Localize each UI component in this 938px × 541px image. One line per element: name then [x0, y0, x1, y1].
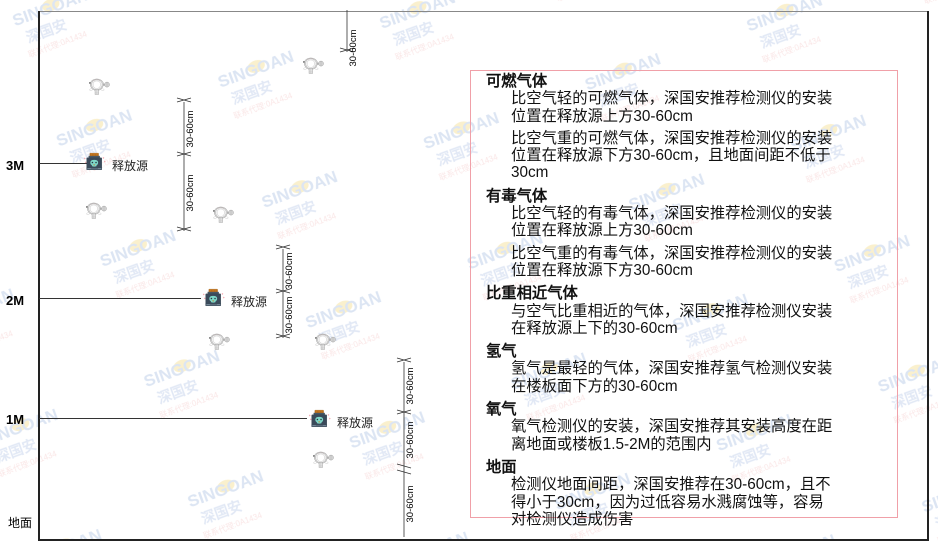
svg-text:30-60cm: 30-60cm	[284, 252, 295, 289]
svg-text:30-60cm: 30-60cm	[405, 485, 416, 522]
svg-text:30-60cm: 30-60cm	[284, 296, 295, 333]
svg-text:30-60cm: 30-60cm	[185, 174, 196, 211]
svg-text:30-60cm: 30-60cm	[185, 110, 196, 147]
svg-text:30-60cm: 30-60cm	[405, 367, 416, 404]
svg-text:30-60cm: 30-60cm	[405, 421, 416, 458]
svg-text:30-60cm: 30-60cm	[348, 29, 359, 66]
